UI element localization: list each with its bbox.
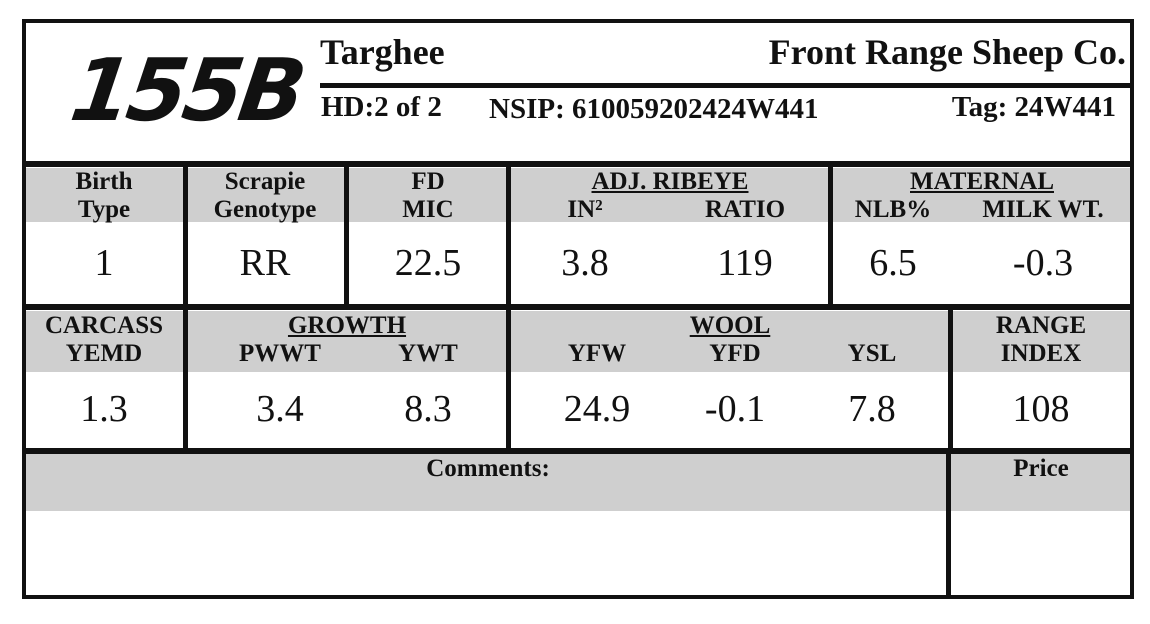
value: 8.3 [404, 388, 452, 430]
column-label: INDEX [1000, 340, 1082, 367]
price-label: Price [1013, 455, 1069, 482]
value: 3.4 [256, 388, 304, 430]
rule [828, 165, 833, 307]
group-title: MATERNAL [910, 168, 1054, 195]
value: 108 [1012, 388, 1070, 430]
rule [506, 307, 511, 451]
group-title: GROWTH [287, 312, 407, 339]
breed: Targhee [320, 32, 445, 72]
group-title: ADJ. RIBEYE [591, 168, 749, 195]
column-label: CARCASS [44, 312, 164, 339]
value: 7.8 [848, 388, 896, 430]
group-title: WOOL [689, 312, 771, 339]
farm: Front Range Sheep Co. [768, 32, 1126, 72]
value: 119 [717, 242, 773, 284]
hd: HD:2 of 2 [321, 91, 442, 123]
column-label: Genotype [213, 196, 317, 223]
rule [22, 161, 1134, 167]
column-label: YEMD [65, 340, 143, 367]
value: 3.8 [561, 242, 609, 284]
column-label: YFD [709, 340, 761, 367]
column-label: PWWT [239, 340, 321, 367]
column-label: Type [77, 196, 131, 223]
column-label: Birth [75, 168, 133, 195]
rule [948, 307, 953, 451]
column-label: MIC [402, 196, 454, 223]
rule [22, 448, 1134, 454]
rule [22, 304, 1134, 310]
column-label: YWT [398, 340, 458, 367]
header-band [26, 168, 1130, 222]
column-label: NLB% [854, 196, 932, 223]
column-label: IN² [567, 196, 603, 223]
value: 1.3 [80, 388, 128, 430]
rule [946, 451, 951, 595]
header-band [26, 311, 1130, 372]
column-label: Scrapie [224, 168, 306, 195]
rule [183, 307, 188, 451]
comments-label: Comments: [426, 455, 550, 482]
rule [506, 165, 511, 307]
rule [183, 165, 188, 307]
value: -0.3 [1012, 242, 1074, 284]
column-label: YSL [847, 340, 897, 367]
value: -0.1 [704, 388, 766, 430]
column-label: FD [411, 168, 445, 195]
rule [320, 83, 1130, 88]
value: 1 [94, 242, 114, 284]
column-label: RANGE [995, 312, 1087, 339]
column-label: RATIO [704, 196, 786, 223]
column-label: YFW [567, 340, 627, 367]
animal-id: 155B [64, 41, 309, 141]
value: 6.5 [869, 242, 917, 284]
nsip: NSIP: 610059202424W441 [489, 93, 819, 125]
rule [344, 165, 349, 307]
value: RR [239, 242, 291, 284]
value: 24.9 [563, 388, 631, 430]
tag: Tag: 24W441 [951, 91, 1116, 123]
column-label: MILK WT. [982, 196, 1104, 223]
value: 22.5 [394, 242, 462, 284]
